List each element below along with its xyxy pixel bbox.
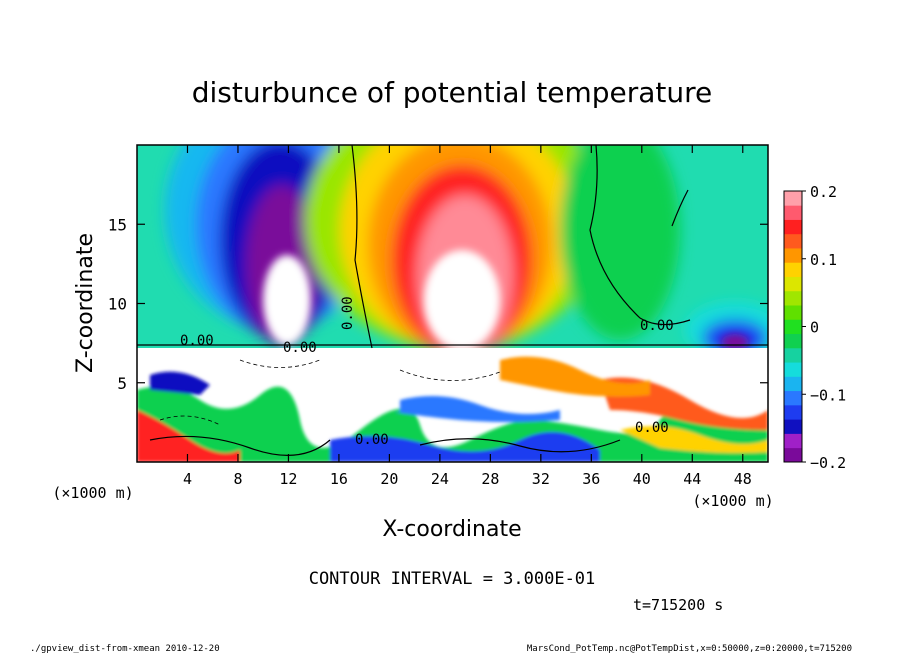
colorbar-swatch	[784, 362, 802, 377]
x-tick-label: 44	[683, 470, 701, 488]
x-tick-label: 4	[183, 470, 192, 488]
colorbar-swatch	[784, 205, 802, 220]
colorbar-swatch	[784, 262, 802, 277]
contour-label: 0.00	[355, 432, 389, 448]
contour-label: 0.00	[180, 333, 214, 349]
colorbar-tick-label: −0.2	[810, 454, 846, 472]
x-tick-label: 48	[734, 470, 752, 488]
colorbar-swatch	[784, 191, 802, 206]
colorbar-swatch	[784, 347, 802, 363]
y-axis: 5 10 15	[108, 215, 768, 393]
chart-title: disturbunce of potential temperature	[192, 76, 713, 109]
x-tick-label: 24	[431, 470, 449, 488]
contour-label: 0.00	[635, 420, 669, 436]
colorbar-swatch	[784, 376, 802, 392]
contour-label: 0.00	[283, 340, 317, 356]
colorbar-tick-label: 0.2	[810, 183, 837, 201]
colorbar-swatch	[784, 419, 802, 434]
y-tick-label: 5	[117, 374, 127, 393]
colorbar-swatch	[784, 219, 802, 235]
x-axis-label: X-coordinate	[382, 517, 521, 542]
x-tick-label: 20	[380, 470, 398, 488]
colorbar-swatch	[784, 290, 802, 306]
y-tick-label: 10	[108, 295, 127, 314]
contour-label: 0.00	[340, 296, 356, 330]
x-tick-label: 40	[633, 470, 651, 488]
footer-right: MarsCond_PotTemp.nc@PotTempDist,x=0:5000…	[527, 644, 852, 654]
y-axis-label: Z-coordinate	[73, 233, 98, 373]
colorbar-swatch	[784, 333, 802, 349]
colorbar-swatch	[784, 305, 802, 320]
time-label: t=715200 s	[633, 596, 723, 614]
y-axis-unit: (×1000 m)	[52, 484, 133, 502]
x-tick-label: 12	[279, 470, 297, 488]
x-tick-label: 28	[481, 470, 499, 488]
colorbar-swatch	[784, 433, 802, 449]
x-axis-unit: (×1000 m)	[692, 492, 773, 510]
x-axis: 4 8 12 16 20 24 28 32 36 40 44 48	[183, 145, 752, 488]
y-tick-label: 15	[108, 215, 127, 234]
colorbar-swatch	[784, 447, 802, 463]
colorbar-swatch	[784, 248, 802, 263]
colorbar-swatch	[784, 390, 802, 406]
footer-left: ./gpview_dist-from-xmean 2010-12-20	[30, 644, 220, 654]
heatmap-field	[137, 145, 768, 462]
colorbar-tick-label: 0	[810, 319, 819, 337]
x-tick-label: 36	[582, 470, 600, 488]
contour-labels: 0.00 0.00 0.00 0.00 0.00 0.00	[180, 296, 674, 448]
colorbar-swatch	[784, 404, 802, 420]
colorbar-tick-label: 0.1	[810, 251, 837, 269]
x-tick-label: 16	[330, 470, 348, 488]
colorbar-tick-label: −0.1	[810, 386, 846, 404]
contour-label: 0.00	[640, 318, 674, 334]
colorbar: 0.2 0.1 0 −0.1 −0.2	[783, 183, 846, 472]
x-tick-label: 8	[233, 470, 242, 488]
contour-interval: CONTOUR INTERVAL = 3.000E-01	[309, 569, 596, 589]
x-tick-label: 32	[532, 470, 550, 488]
colorbar-swatch	[784, 233, 802, 249]
colorbar-swatch	[784, 319, 802, 335]
colorbar-swatch	[784, 276, 802, 292]
